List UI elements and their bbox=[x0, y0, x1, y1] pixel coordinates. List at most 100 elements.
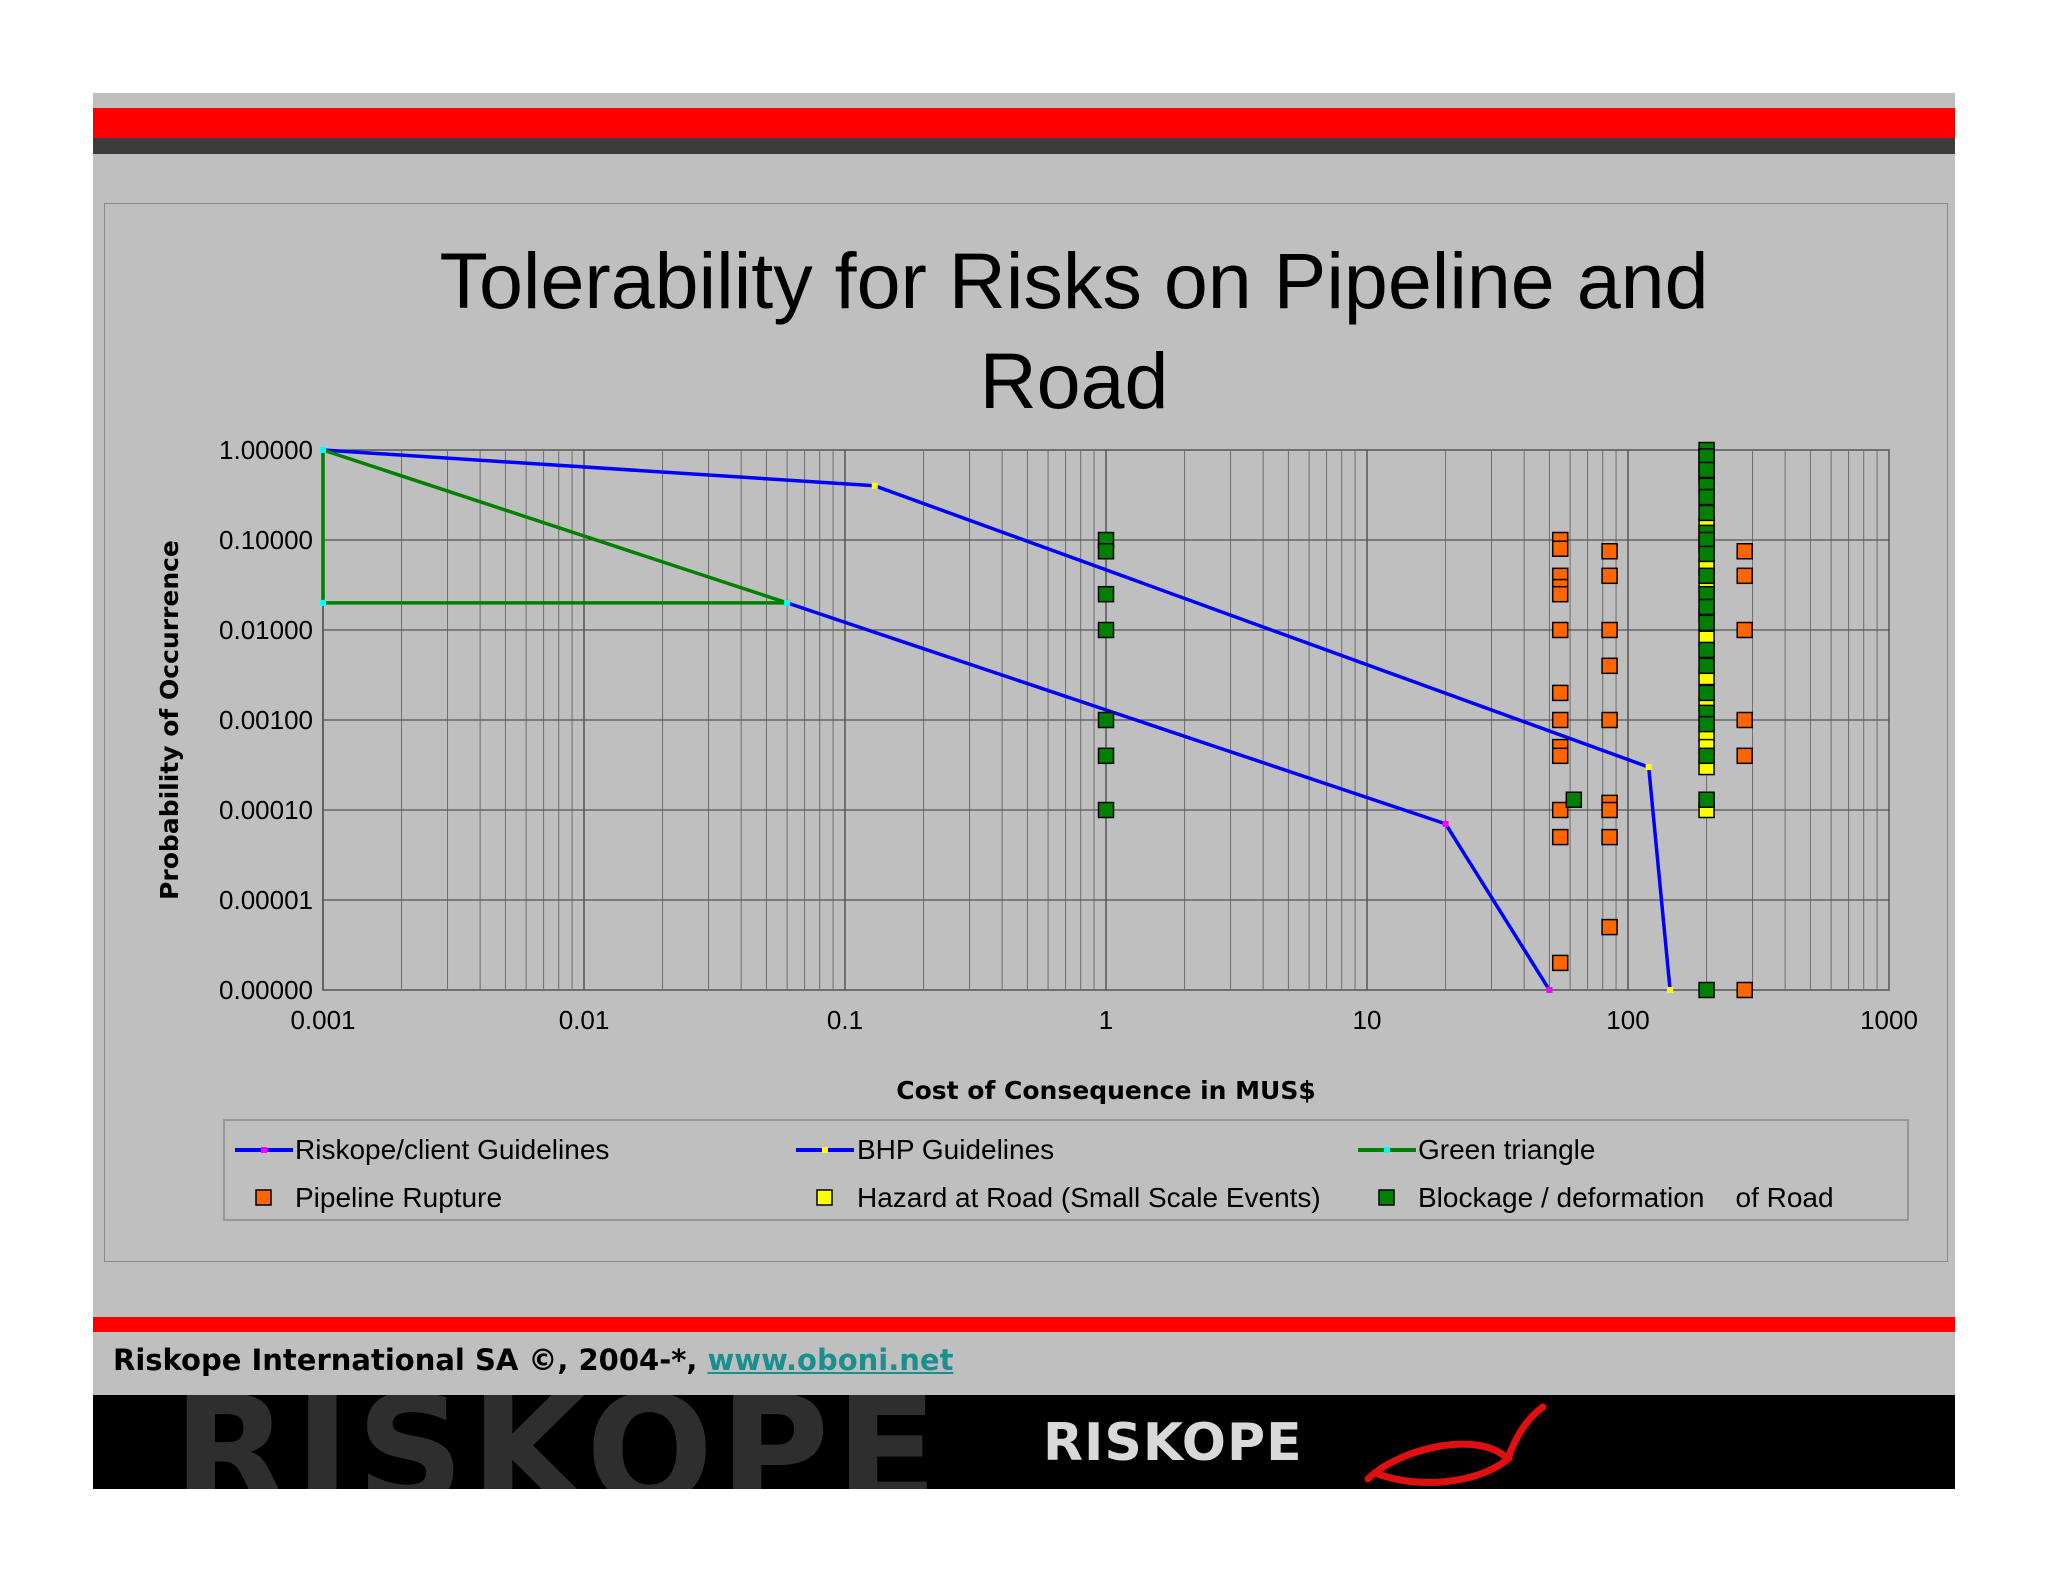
series-vertex-riskope-client-guidelines bbox=[1442, 820, 1449, 827]
data-point-pipeline-rupture bbox=[1736, 542, 1753, 560]
x-tick-label: 0.001 bbox=[290, 1005, 355, 1035]
series-vertex-bhp-guidelines bbox=[1667, 987, 1674, 993]
series-vertex-bhp-guidelines bbox=[871, 482, 878, 489]
data-point-pipeline-rupture bbox=[1551, 954, 1569, 972]
data-point-pipeline-rupture bbox=[1736, 567, 1753, 585]
data-point-blockage-deformation-of-road bbox=[1698, 641, 1715, 659]
data-point-blockage-deformation-of-road bbox=[1565, 791, 1583, 808]
brand-swoosh-icon bbox=[1364, 1403, 1547, 1486]
data-point-pipeline-rupture bbox=[1551, 621, 1569, 639]
data-point-pipeline-rupture bbox=[1551, 684, 1569, 702]
footer-credit: Riskope International SA ©, 2004-*, www.… bbox=[113, 1343, 953, 1377]
data-point-blockage-deformation-of-road bbox=[1698, 981, 1715, 999]
data-point-pipeline-rupture bbox=[1601, 657, 1618, 675]
legend-swatch-green-triangle-marker bbox=[1384, 1147, 1390, 1153]
data-point-blockage-deformation-of-road bbox=[1097, 711, 1115, 729]
y-tick-label: 0.00010 bbox=[219, 795, 313, 825]
y-tick-label: 0.00100 bbox=[219, 705, 313, 735]
footer-link[interactable]: www.oboni.net bbox=[707, 1343, 954, 1377]
series-line-bhp-guidelines bbox=[322, 448, 1672, 991]
series-vertex-riskope-client-guidelines bbox=[1546, 987, 1553, 993]
y-axis-title: Probability of Occurrence bbox=[155, 540, 184, 900]
data-point-blockage-deformation-of-road bbox=[1698, 531, 1715, 549]
legend-label-bhp: BHP Guidelines bbox=[857, 1134, 1054, 1165]
data-point-pipeline-rupture bbox=[1601, 567, 1618, 585]
legend-swatch-bhp-marker bbox=[822, 1147, 828, 1153]
data-point-pipeline-rupture bbox=[1551, 828, 1569, 846]
data-point-blockage-deformation-of-road bbox=[1698, 461, 1715, 479]
series-vertex-green-triangle bbox=[784, 599, 791, 606]
bottom-red-band bbox=[93, 1317, 1955, 1332]
grid-layer bbox=[322, 450, 1889, 990]
top-red-band bbox=[93, 108, 1955, 138]
data-point-pipeline-rupture bbox=[1601, 828, 1618, 846]
data-point-pipeline-rupture bbox=[1601, 801, 1618, 819]
y-tick-label: 0.00000 bbox=[219, 975, 313, 1005]
y-tick-label: 0.10000 bbox=[219, 525, 313, 555]
chart-frame: Tolerability for Risks on Pipeline and R… bbox=[104, 203, 1948, 1262]
data-point-blockage-deformation-of-road bbox=[1097, 621, 1115, 639]
data-point-blockage-deformation-of-road bbox=[1097, 801, 1115, 819]
data-point-blockage-deformation-of-road bbox=[1698, 715, 1715, 733]
series-vertex-green-triangle bbox=[320, 599, 326, 606]
data-point-pipeline-rupture bbox=[1551, 747, 1569, 765]
legend-swatch-blockage bbox=[1378, 1189, 1395, 1206]
x-tick-label: 1000 bbox=[1860, 1005, 1918, 1035]
legend-label-riskope: Riskope/client Guidelines bbox=[295, 1134, 609, 1165]
series-layer bbox=[320, 441, 1753, 999]
data-point-pipeline-rupture bbox=[1736, 747, 1753, 765]
data-point-blockage-deformation-of-road bbox=[1698, 448, 1715, 465]
legend-swatch-pipeline bbox=[255, 1189, 272, 1206]
x-tick-label: 1 bbox=[1099, 1005, 1113, 1035]
bottom-brand-bar: RISKOPE RISKOPE bbox=[93, 1395, 1955, 1489]
data-point-blockage-deformation-of-road bbox=[1698, 545, 1715, 563]
legend-swatch-hazard bbox=[816, 1189, 833, 1206]
legend-label-blockage: Blockage / deformation of Road bbox=[1418, 1182, 1834, 1213]
data-point-blockage-deformation-of-road bbox=[1097, 585, 1115, 603]
legend-label-pipeline: Pipeline Rupture bbox=[295, 1182, 502, 1213]
y-tick-label: 0.00001 bbox=[219, 885, 313, 915]
data-point-blockage-deformation-of-road bbox=[1698, 488, 1715, 506]
chart-svg: Tolerability for Risks on Pipeline and R… bbox=[155, 236, 1918, 1221]
data-point-blockage-deformation-of-road bbox=[1698, 598, 1715, 616]
legend-swatch-riskope-marker bbox=[261, 1147, 267, 1153]
tick-labels: 0.001 0.01 0.1 1 10 100 1000 1.00000 0.10000 0.01… bbox=[219, 435, 1918, 1035]
data-point-pipeline-rupture bbox=[1736, 981, 1753, 999]
brand-watermark: RISKOPE bbox=[173, 1395, 944, 1489]
top-dark-band bbox=[93, 138, 1955, 154]
legend-label-green-triangle: Green triangle bbox=[1418, 1134, 1595, 1165]
data-point-pipeline-rupture bbox=[1551, 801, 1569, 819]
x-tick-label: 0.1 bbox=[827, 1005, 863, 1035]
data-point-pipeline-rupture bbox=[1551, 711, 1569, 729]
data-point-blockage-deformation-of-road bbox=[1698, 504, 1715, 522]
legend-box bbox=[223, 1119, 1909, 1221]
chart-title-line-1: Tolerability for Risks on Pipeline and bbox=[439, 236, 1708, 325]
data-point-pipeline-rupture bbox=[1601, 542, 1618, 560]
data-point-blockage-deformation-of-road bbox=[1097, 542, 1115, 560]
data-point-pipeline-rupture bbox=[1601, 621, 1618, 639]
data-point-blockage-deformation-of-road bbox=[1698, 614, 1715, 632]
data-point-pipeline-rupture bbox=[1601, 918, 1618, 936]
y-tick-label: 1.00000 bbox=[219, 435, 313, 465]
x-tick-label: 100 bbox=[1606, 1005, 1649, 1035]
legend: Riskope/client Guidelines BHP Guidelines… bbox=[223, 1119, 1909, 1221]
data-point-pipeline-rupture bbox=[1601, 711, 1618, 729]
legend-label-hazard: Hazard at Road (Small Scale Events) bbox=[857, 1182, 1321, 1213]
data-point-pipeline-rupture bbox=[1551, 540, 1569, 557]
footer-credit-text: Riskope International SA ©, 2004-*, bbox=[113, 1343, 708, 1377]
series-line-green-triangle bbox=[321, 448, 789, 605]
series-vertex-bhp-guidelines bbox=[1645, 764, 1652, 771]
x-tick-label: 10 bbox=[1353, 1005, 1382, 1035]
chart-title-line-2: Road bbox=[980, 336, 1169, 425]
data-point-blockage-deformation-of-road bbox=[1698, 791, 1715, 808]
brand-logo: RISKOPE bbox=[1043, 1413, 1303, 1473]
data-point-pipeline-rupture bbox=[1551, 585, 1569, 603]
x-tick-label: 0.01 bbox=[559, 1005, 610, 1035]
slide: Tolerability for Risks on Pipeline and R… bbox=[93, 93, 1955, 1489]
data-point-blockage-deformation-of-road bbox=[1698, 684, 1715, 702]
data-point-blockage-deformation-of-road bbox=[1698, 657, 1715, 675]
x-axis-title: Cost of Consequence in MUS$ bbox=[896, 1076, 1316, 1105]
data-point-blockage-deformation-of-road bbox=[1097, 747, 1115, 765]
data-point-blockage-deformation-of-road bbox=[1698, 747, 1715, 765]
data-point-blockage-deformation-of-road bbox=[1698, 567, 1715, 585]
